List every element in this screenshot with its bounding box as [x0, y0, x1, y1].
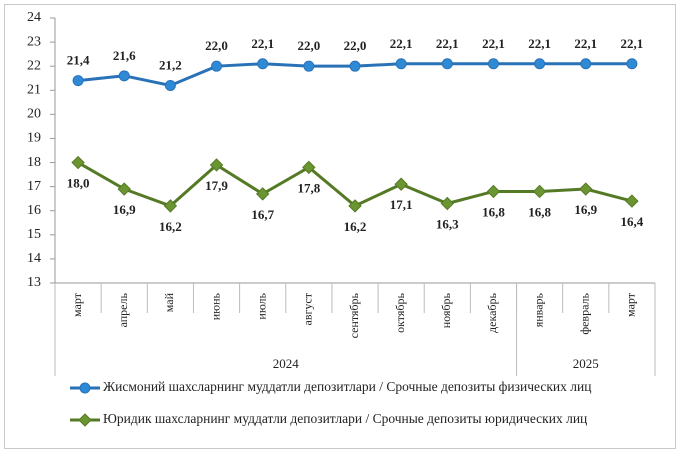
group-label: 2024 — [273, 356, 300, 371]
y-tick-label: 16 — [27, 203, 41, 218]
y-tick-label: 22 — [27, 58, 41, 73]
y-tick-label: 17 — [27, 179, 41, 194]
x-tick-label: июнь — [208, 292, 222, 320]
x-tick-label: март — [70, 292, 84, 317]
value-label: 17,1 — [390, 197, 413, 212]
value-label: 16,4 — [621, 214, 644, 229]
value-label: 16,2 — [344, 219, 367, 234]
marker — [394, 177, 408, 191]
value-label: 21,6 — [113, 48, 136, 63]
value-label: 21,2 — [159, 57, 182, 72]
marker — [626, 58, 638, 70]
marker — [72, 75, 84, 87]
marker — [579, 182, 593, 196]
value-label: 16,3 — [436, 216, 459, 231]
marker — [118, 70, 130, 82]
value-label: 16,8 — [528, 204, 551, 219]
y-tick-label: 20 — [27, 107, 41, 122]
value-label: 22,1 — [621, 36, 644, 51]
y-tick-label: 23 — [27, 34, 41, 49]
y-tick-label: 15 — [27, 227, 41, 242]
legend-label: Юридик шахсларнинг муддатли депозитлари … — [103, 411, 587, 426]
value-label: 22,0 — [205, 38, 228, 53]
marker — [78, 413, 92, 427]
marker — [580, 58, 592, 70]
y-tick-label: 21 — [27, 82, 41, 97]
marker — [257, 58, 269, 70]
marker — [440, 196, 455, 211]
marker — [348, 199, 362, 213]
x-tick-label: февраль — [578, 292, 592, 334]
value-label: 22,1 — [482, 36, 505, 51]
x-tick-label: октябрь — [393, 292, 407, 332]
x-tick-label: апрель — [116, 292, 130, 327]
value-label: 22,1 — [528, 36, 551, 51]
value-label: 22,1 — [390, 36, 413, 51]
value-label: 17,8 — [297, 180, 320, 195]
marker — [532, 184, 547, 199]
marker — [209, 158, 224, 172]
value-label: 22,1 — [251, 36, 274, 51]
marker — [255, 187, 270, 201]
marker — [71, 155, 85, 170]
marker — [441, 58, 453, 70]
value-label: 21,4 — [67, 53, 90, 68]
marker — [163, 199, 178, 213]
x-tick-label: сентябрь — [347, 292, 361, 338]
marker — [534, 58, 546, 70]
marker — [349, 60, 361, 72]
value-label: 22,1 — [574, 36, 597, 51]
value-label: 16,9 — [113, 202, 136, 217]
value-label: 22,1 — [436, 36, 459, 51]
marker — [487, 58, 499, 70]
x-tick-label: январь — [531, 292, 545, 327]
y-tick-label: 14 — [27, 251, 41, 266]
marker — [625, 194, 639, 208]
value-label: 22,0 — [297, 38, 320, 53]
value-label: 18,0 — [67, 176, 90, 191]
y-tick-label: 13 — [27, 275, 41, 290]
marker — [211, 60, 223, 72]
x-tick-label: ноябрь — [439, 292, 453, 328]
marker — [302, 160, 316, 175]
value-label: 17,9 — [205, 178, 228, 193]
x-tick-label: декабрь — [485, 292, 499, 333]
marker — [117, 182, 131, 196]
group-label: 2025 — [573, 356, 599, 371]
marker — [303, 60, 315, 72]
marker — [395, 58, 407, 70]
x-tick-label: март — [624, 292, 638, 317]
y-tick-label: 18 — [27, 155, 41, 170]
x-tick-label: май — [162, 292, 176, 312]
marker — [486, 184, 501, 199]
chart-frame — [4, 4, 676, 449]
marker — [164, 79, 176, 91]
y-tick-label: 24 — [27, 10, 41, 25]
value-label: 16,7 — [251, 207, 274, 222]
value-label: 16,8 — [482, 204, 505, 219]
value-label: 22,0 — [344, 38, 367, 53]
marker — [79, 382, 91, 394]
value-label: 16,2 — [159, 219, 182, 234]
x-tick-label: август — [301, 292, 315, 325]
y-tick-label: 19 — [27, 131, 41, 146]
x-tick-label: июль — [254, 292, 268, 319]
legend-label: Жисмоний шахсларнинг муддатли депозитлар… — [103, 379, 591, 394]
value-label: 16,9 — [574, 202, 597, 217]
